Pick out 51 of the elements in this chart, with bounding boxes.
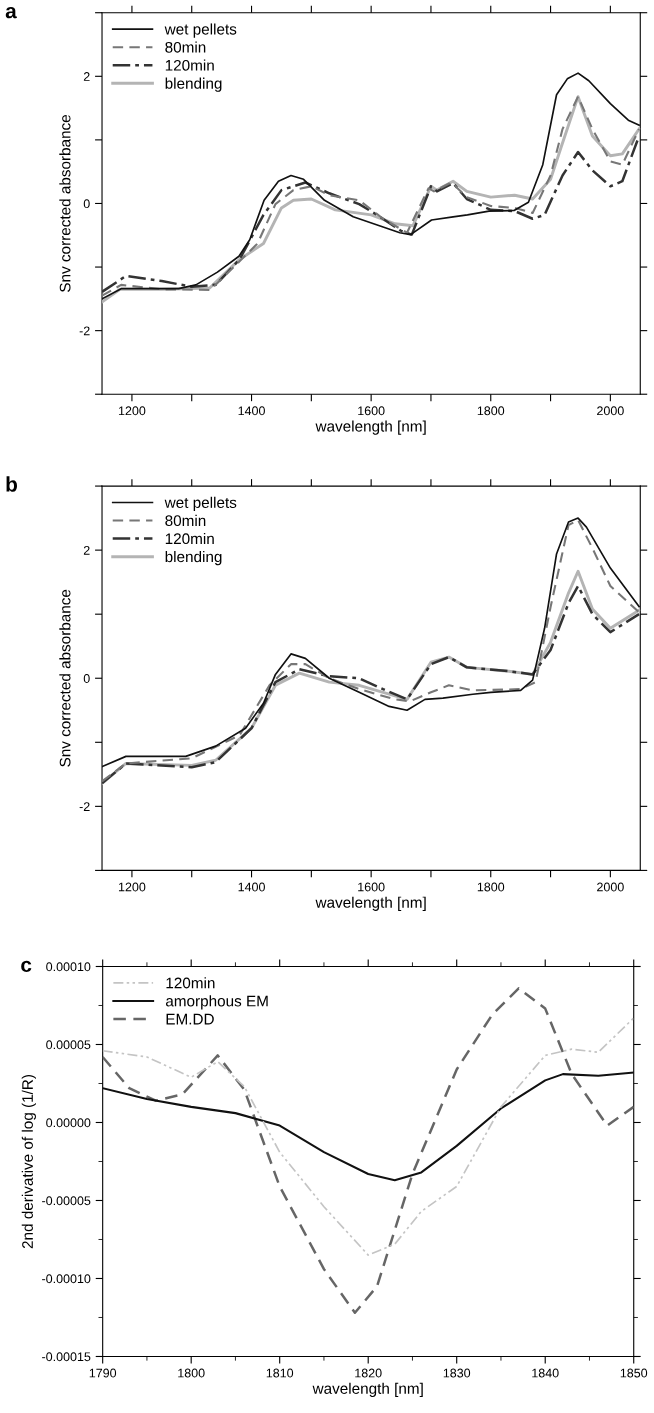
legend-label: 80min — [165, 514, 206, 527]
legend-label: 120min — [165, 532, 214, 545]
legend-label: 120min — [165, 59, 214, 71]
y-tick-label: 0 — [83, 199, 90, 209]
x-tick-label: 1790 — [89, 1368, 117, 1378]
x-tick-label: 1810 — [266, 1368, 294, 1378]
y-axis-title: 2nd derivative of log (1/R) — [21, 1074, 36, 1249]
x-tick-label: 2000 — [597, 882, 624, 892]
y-tick-label: 0.00010 — [46, 962, 91, 972]
y-tick-label: 2 — [83, 72, 90, 81]
y-tick-label: -2 — [79, 326, 90, 336]
x-tick-label: 1200 — [118, 882, 146, 892]
x-tick-label: 1400 — [238, 882, 265, 892]
y-axis-title: Snv corrected absorbance — [59, 589, 71, 767]
x-tick-label: 1400 — [238, 406, 265, 416]
legend-label: blending — [165, 550, 222, 566]
legend-label: 80min — [165, 41, 206, 53]
line-series — [102, 987, 634, 1315]
x-tick-label: 1830 — [443, 1368, 471, 1378]
x-tick-label: 1800 — [178, 1368, 205, 1378]
y-tick-label: 0.00005 — [46, 1040, 91, 1050]
text: a — [5, 6, 17, 19]
x-tick-label: 2000 — [597, 406, 624, 416]
x-tick-label: 1820 — [355, 1368, 382, 1378]
y-tick-label: -0.00010 — [42, 1274, 91, 1284]
legend-label: 120min — [166, 977, 215, 989]
y-axis-title: Snv corrected absorbance — [59, 114, 71, 292]
legend-label: blending — [165, 77, 222, 92]
y-tick-label: 0.00000 — [46, 1118, 91, 1128]
y-tick-label: 2 — [83, 545, 90, 555]
y-tick-label: -0.00005 — [42, 1196, 91, 1206]
x-tick-label: 1840 — [532, 1368, 559, 1378]
x-tick-label: 1850 — [620, 1368, 648, 1378]
text: b — [6, 476, 18, 492]
x-axis-title: wavelength [nm] — [312, 1382, 423, 1397]
legend-label: wet pellets — [164, 496, 237, 512]
y-tick-label: -2 — [79, 802, 90, 811]
x-axis-title: wavelength [nm] — [315, 896, 426, 911]
text: c — [21, 960, 32, 973]
line-series — [102, 1071, 634, 1182]
legend-label: wet pellets — [164, 23, 237, 38]
y-tick-label: -0.00015 — [42, 1352, 91, 1362]
y-tick-label: 0 — [83, 674, 90, 683]
x-tick-label: 1800 — [477, 882, 505, 892]
x-tick-label: 1200 — [118, 406, 146, 416]
x-tick-label: 1600 — [358, 406, 385, 416]
x-tick-label: 1800 — [477, 406, 505, 416]
legend-label: amorphous EM — [165, 995, 268, 1010]
legend-label: EM.DD — [166, 1013, 214, 1025]
x-axis-title: wavelength [nm] — [315, 420, 426, 435]
x-tick-label: 1600 — [358, 882, 385, 892]
